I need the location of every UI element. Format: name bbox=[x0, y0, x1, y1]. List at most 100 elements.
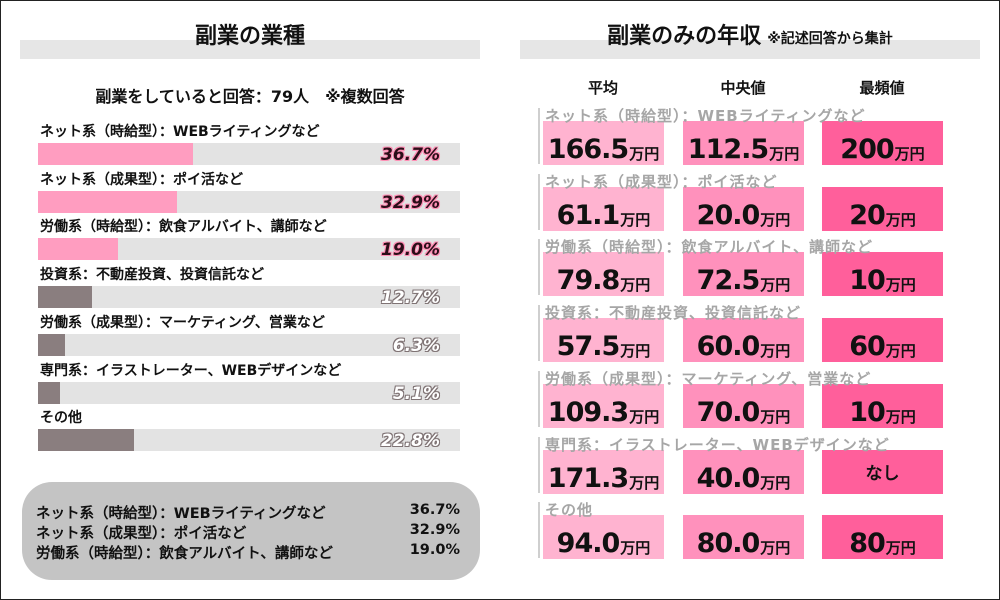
bar bbox=[38, 238, 119, 261]
income-cell-average: 61.1 万円 bbox=[543, 186, 664, 231]
summary-row-3: 労働系（時給型）：飲食アルバイト、講師など 19.0% bbox=[36, 542, 466, 563]
summary-row-2: ネット系（成果型）：ポイ活など 32.9% bbox=[36, 522, 466, 543]
income-value: 166.5 bbox=[547, 134, 629, 165]
income-cell-average: 166.5 万円 bbox=[543, 121, 664, 165]
income-value: 57.5 bbox=[556, 331, 621, 363]
income-value: 200 bbox=[840, 134, 894, 165]
summary-value: 36.7% bbox=[409, 502, 460, 518]
income-unit: 万円 bbox=[629, 145, 660, 163]
row-guide-line bbox=[538, 502, 540, 559]
income-value: 171.3 bbox=[547, 462, 629, 494]
income-value: 112.5 bbox=[687, 134, 769, 165]
bar bbox=[38, 333, 65, 356]
income-value: 20.0 bbox=[696, 199, 761, 231]
bar-row: ネット系（時給型）：WEBライティングなど 36.7% bbox=[38, 121, 462, 166]
income-value: 61.1 bbox=[556, 199, 621, 231]
bar-row: 労働系（成果型）：マーケティング、営業など 6.3% bbox=[38, 312, 462, 357]
income-value: 79.8 bbox=[556, 265, 621, 297]
income-cell-median: 70.0 万円 bbox=[683, 383, 804, 428]
column-header-median: 中央値 bbox=[720, 79, 766, 97]
income-unit: 万円 bbox=[760, 407, 791, 426]
aggregation-note: ※記述回答から集計 bbox=[767, 31, 893, 47]
summary-label: ネット系（成果型）：ポイ活など bbox=[36, 526, 247, 542]
summary-label: ネット系（時給型）：WEBライティングなど bbox=[36, 506, 326, 522]
bar-row: その他 22.8% bbox=[38, 407, 462, 452]
top3-summary-box: ネット系（時給型）：WEBライティングなど 36.7% ネット系（成果型）：ポイ… bbox=[22, 482, 480, 580]
income-unit: 万円 bbox=[885, 210, 916, 229]
bar-value-label: 22.8% bbox=[381, 431, 440, 452]
income-cell-median: 80.0 万円 bbox=[683, 515, 804, 560]
column-header-average: 平均 bbox=[587, 79, 618, 97]
income-cell-average: 171.3 万円 bbox=[543, 449, 664, 494]
income-value: 20 bbox=[849, 199, 886, 231]
bar-value-label: 6.3% bbox=[392, 335, 440, 356]
income-value: 40.0 bbox=[696, 462, 761, 494]
income-value: 10 bbox=[849, 265, 886, 297]
income-cell-median: 112.5 万円 bbox=[683, 121, 804, 165]
income-unit: 万円 bbox=[620, 539, 651, 558]
income-row-category-label: その他 bbox=[545, 501, 594, 520]
income-unit: 万円 bbox=[629, 473, 660, 492]
income-cell-median: 40.0 万円 bbox=[683, 449, 804, 494]
income-row-category-label: 専門系：イラストレーター、WEBデザインなど bbox=[545, 435, 890, 454]
income-unit: 万円 bbox=[760, 473, 791, 492]
income-row-category-label: 投資系：不動産投資、投資信託など bbox=[545, 304, 802, 323]
right-title-underline bbox=[520, 40, 980, 59]
income-unit: 万円 bbox=[885, 276, 916, 295]
income-cell-average: 79.8 万円 bbox=[543, 252, 664, 297]
bar-value-label: 32.9% bbox=[381, 192, 440, 213]
bar-value-label: 12.7% bbox=[381, 288, 440, 309]
row-guide-line bbox=[538, 173, 540, 230]
income-cell-mode: 10 万円 bbox=[822, 383, 943, 428]
bar bbox=[38, 381, 60, 404]
income-value: 70.0 bbox=[696, 396, 761, 428]
income-cell-mode: 60 万円 bbox=[822, 318, 943, 363]
bar-value-label: 5.1% bbox=[392, 383, 440, 404]
bar-row: 労働系（時給型）：飲食アルバイト、講師など 19.0% bbox=[38, 216, 462, 261]
income-value: 80 bbox=[849, 528, 886, 560]
summary-row-1: ネット系（時給型）：WEBライティングなど 36.7% bbox=[36, 502, 466, 523]
bar bbox=[38, 429, 135, 452]
income-unit: 万円 bbox=[769, 145, 800, 163]
income-value: 60.0 bbox=[696, 331, 761, 363]
income-value: 60 bbox=[849, 331, 886, 363]
income-cell-average: 94.0 万円 bbox=[543, 515, 664, 560]
income-unit: 万円 bbox=[760, 342, 791, 361]
bar-track bbox=[38, 286, 460, 309]
income-cell-median: 60.0 万円 bbox=[683, 318, 804, 363]
income-row-category-label: ネット系（時給型）：WEBライティングなど bbox=[545, 107, 866, 125]
summary-label: 労働系（時給型）：飲食アルバイト、講師など bbox=[36, 546, 333, 562]
bar-category-label: 専門系：イラストレーター、WEBデザインなど bbox=[40, 362, 342, 379]
income-value: 80.0 bbox=[696, 528, 761, 560]
respondents-note: 副業をしていると回答：79人 ※複数回答 bbox=[95, 87, 405, 106]
income-value: 94.0 bbox=[556, 528, 621, 560]
income-cell-mode: 80 万円 bbox=[822, 515, 943, 560]
row-guide-line bbox=[538, 305, 540, 362]
bar bbox=[38, 143, 193, 165]
bar-row: 投資系：不動産投資、投資信託など 12.7% bbox=[38, 264, 462, 309]
bar-track bbox=[38, 381, 460, 404]
income-cell-median: 20.0 万円 bbox=[683, 186, 804, 231]
bar-category-label: ネット系（成果型）：ポイ活など bbox=[40, 171, 243, 188]
income-unit: 万円 bbox=[885, 407, 916, 426]
income-title: 副業のみの年収 bbox=[607, 24, 762, 49]
summary-value: 32.9% bbox=[409, 522, 460, 538]
bar-category-label: ネット系（時給型）：WEBライティングなど bbox=[40, 124, 320, 140]
income-unit: 万円 bbox=[760, 276, 791, 295]
income-unit: 万円 bbox=[885, 342, 916, 361]
income-cell-mode: 200 万円 bbox=[822, 121, 943, 165]
bar-value-label: 19.0% bbox=[381, 240, 440, 261]
bar bbox=[38, 286, 92, 309]
left-section-title: 副業の業種 bbox=[194, 24, 305, 49]
income-value: 109.3 bbox=[547, 396, 629, 428]
bar-category-label: その他 bbox=[40, 410, 82, 427]
column-header-mode: 最頻値 bbox=[859, 79, 905, 97]
bar-value-label: 36.7% bbox=[381, 145, 440, 165]
bar-row: ネット系（成果型）：ポイ活など 32.9% bbox=[38, 169, 462, 214]
income-value: 72.5 bbox=[696, 265, 761, 297]
income-value: なし bbox=[865, 463, 900, 484]
bar-row: 専門系：イラストレーター、WEBデザインなど 5.1% bbox=[38, 360, 462, 405]
income-unit: 万円 bbox=[620, 276, 651, 295]
income-cell-mode: なし bbox=[822, 449, 943, 494]
bar bbox=[38, 190, 177, 213]
